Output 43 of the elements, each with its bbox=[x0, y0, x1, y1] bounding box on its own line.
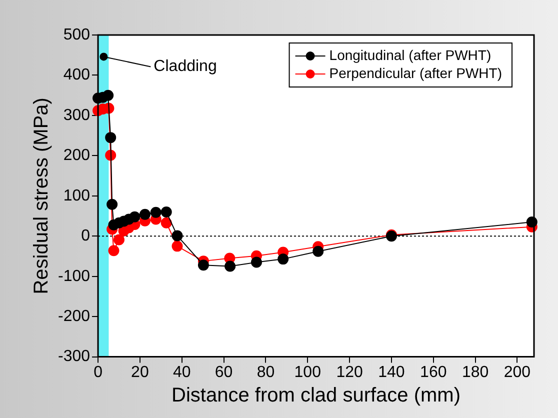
annotation: Cladding bbox=[154, 58, 217, 76]
x-tick-label: 80 bbox=[256, 364, 275, 381]
point bbox=[198, 260, 209, 271]
y-tick-label: 400 bbox=[63, 66, 90, 84]
y-tick-label: 100 bbox=[63, 187, 90, 204]
y-tick-label: 200 bbox=[63, 147, 90, 164]
point bbox=[172, 230, 183, 242]
y-tick-label: -300 bbox=[58, 348, 90, 366]
x-tick-label: 140 bbox=[378, 364, 405, 381]
point bbox=[100, 52, 108, 61]
y-tick-label: -200 bbox=[58, 308, 90, 325]
y-tick-label: -100 bbox=[58, 268, 90, 285]
x-tick-label: 20 bbox=[131, 364, 149, 381]
y-axis-title: Residual stress (MPa) bbox=[30, 98, 53, 294]
point bbox=[250, 256, 262, 268]
legend-label: Longitudinal (after PWHT) bbox=[329, 46, 492, 63]
point bbox=[113, 234, 124, 246]
point bbox=[102, 90, 114, 101]
x-tick-label: 0 bbox=[94, 364, 103, 381]
y-tick-label: 300 bbox=[63, 106, 90, 124]
point bbox=[108, 245, 120, 256]
point bbox=[312, 246, 324, 257]
y-tick-label: 0 bbox=[81, 228, 90, 245]
x-tick-label: 160 bbox=[420, 364, 447, 381]
point bbox=[172, 240, 183, 252]
x-axis-title: Distance from clad surface (mm) bbox=[172, 384, 460, 407]
legend-label: Perpendicular (after PWHT) bbox=[329, 64, 502, 81]
point bbox=[278, 254, 289, 265]
x-tick-label: 200 bbox=[504, 364, 531, 381]
x-tick-label: 40 bbox=[172, 364, 191, 381]
point bbox=[150, 206, 162, 218]
point bbox=[160, 206, 172, 218]
point bbox=[129, 211, 140, 222]
x-tick-label: 180 bbox=[462, 364, 489, 381]
point bbox=[105, 132, 116, 144]
x-tick-label: 60 bbox=[214, 364, 233, 381]
point bbox=[224, 260, 236, 272]
point bbox=[106, 198, 118, 210]
point bbox=[160, 217, 172, 228]
point bbox=[139, 208, 150, 220]
x-tick-label: 120 bbox=[336, 364, 363, 381]
x-tick-label: 100 bbox=[294, 364, 322, 381]
y-tick-label: 500 bbox=[63, 26, 90, 44]
